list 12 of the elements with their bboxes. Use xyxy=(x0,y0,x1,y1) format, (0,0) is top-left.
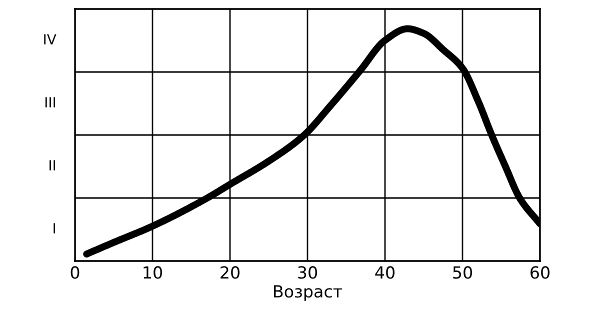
x-axis-title: Возраст xyxy=(274,285,342,301)
text: IV xyxy=(44,34,56,44)
text: III xyxy=(45,97,56,108)
text: I xyxy=(54,223,56,234)
x-tick-label: 60 xyxy=(530,266,550,279)
x-tick-label: 20 xyxy=(220,266,240,279)
x-tick-label: 10 xyxy=(144,266,162,279)
x-tick-label: 30 xyxy=(298,266,317,279)
x-tick-label: 50 xyxy=(453,266,472,279)
x-tick-label: 40 xyxy=(375,266,394,279)
x-tick-label: 0 xyxy=(70,266,80,279)
text: II xyxy=(50,160,56,170)
